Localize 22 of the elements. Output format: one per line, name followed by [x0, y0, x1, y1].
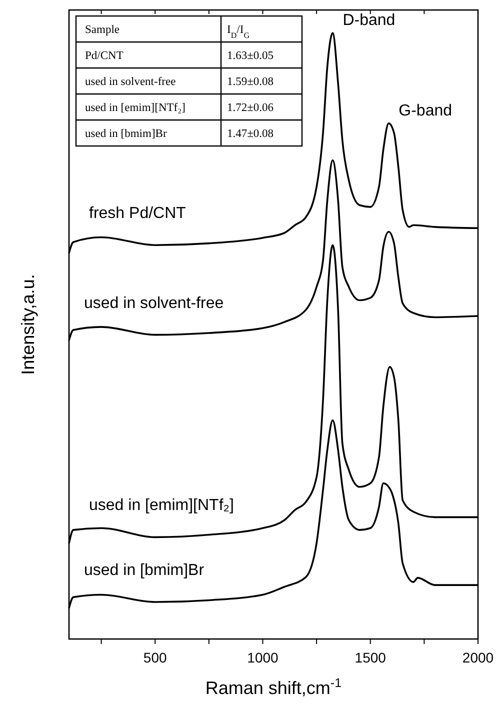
x-axis-title: Raman shift,cm$^{-1}$: [205, 676, 342, 698]
y-axis-title: Intensity,a.u.: [18, 274, 38, 375]
annotation: Sample: [85, 24, 120, 36]
x-tick-label: 1000: [247, 649, 279, 666]
annotation: 1.63±0.05: [227, 50, 274, 62]
annotation: used in [emim][NTf₂]: [85, 102, 186, 114]
series-label: used in [bmim]Br: [84, 562, 205, 580]
annotation: 1.47±0.08: [227, 128, 274, 140]
annotation: 1.59±0.08: [227, 76, 274, 88]
annotation: 1.72±0.06: [227, 102, 274, 114]
x-tick-label: 500: [143, 649, 167, 666]
annotation: G-band: [398, 102, 452, 120]
annotation: Pd/CNT: [85, 50, 124, 62]
series-label: used in solvent-free: [84, 294, 224, 312]
series-label: fresh Pd/CNT: [89, 205, 186, 222]
series-label: used in [emim][NTf₂]: [89, 497, 234, 514]
annotation: used in solvent-free: [85, 76, 176, 88]
x-tick-label: 1500: [354, 649, 386, 666]
annotation: used in [bmim]Br: [85, 128, 167, 140]
x-tick-label: 2000: [462, 649, 494, 666]
annotation: D-band: [342, 12, 396, 30]
annotation: I$_{D}$/I$_{G}$: [227, 24, 250, 40]
